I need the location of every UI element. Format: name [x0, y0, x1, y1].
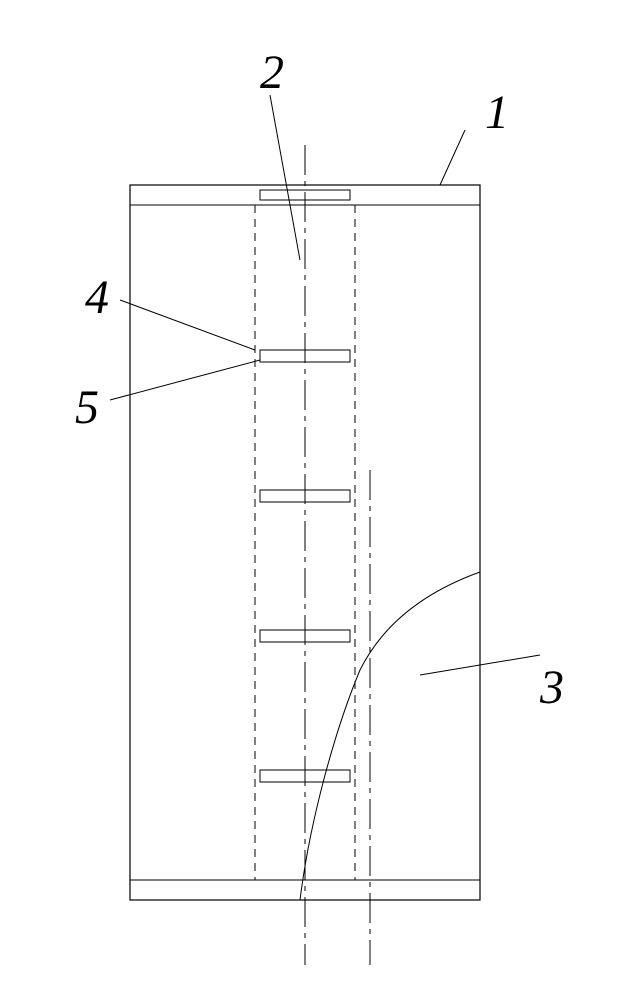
label-1: 1 — [485, 85, 509, 140]
technical-diagram — [0, 0, 637, 1000]
leader-5 — [110, 360, 260, 400]
leader-1 — [440, 130, 465, 185]
curve — [300, 572, 480, 900]
label-4: 4 — [85, 270, 109, 325]
diagram-svg — [0, 0, 637, 1000]
leader-4 — [120, 300, 255, 350]
leader-2 — [270, 95, 300, 260]
label-2: 2 — [260, 45, 284, 100]
label-5: 5 — [75, 380, 99, 435]
label-3: 3 — [540, 660, 564, 715]
